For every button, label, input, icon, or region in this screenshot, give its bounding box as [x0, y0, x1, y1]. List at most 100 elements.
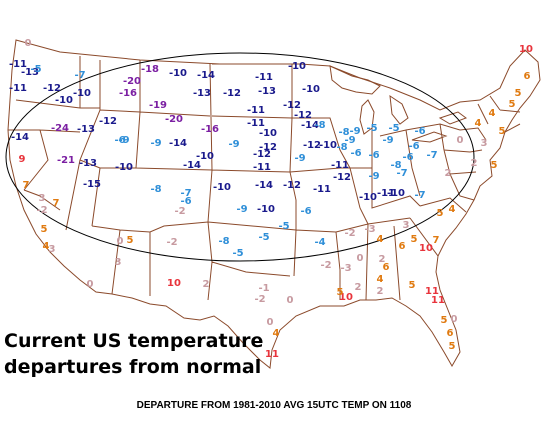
station-value: 5	[515, 88, 522, 99]
station-value: 5	[437, 208, 444, 219]
station-value: -11	[255, 72, 273, 83]
footer-caption: DEPARTURE FROM 1981-2010 AVG 15UTC TEMP …	[136, 400, 412, 411]
station-value: 11	[265, 349, 279, 360]
station-value: -6	[350, 148, 361, 159]
station-value: -9	[344, 135, 355, 146]
station-value: 5	[411, 234, 418, 245]
station-value: -9	[382, 135, 393, 146]
station-value: -9	[150, 138, 161, 149]
station-value: -20	[123, 76, 141, 87]
station-value: -10	[259, 128, 277, 139]
station-value: -12	[259, 142, 277, 153]
station-value: -5	[278, 221, 289, 232]
station-value: -7	[180, 188, 191, 199]
station-value: -6	[368, 150, 379, 161]
station-value: 2	[471, 158, 478, 169]
station-value: -8	[338, 127, 349, 138]
station-value: 6	[524, 71, 531, 82]
station-value: 4	[449, 204, 456, 215]
station-value: -10	[359, 192, 377, 203]
us-outline	[7, 39, 541, 369]
station-value: -14	[301, 120, 319, 131]
station-value: -11	[9, 83, 27, 94]
station-value: -2	[36, 205, 47, 216]
station-value: -13	[79, 158, 97, 169]
station-value: 2	[377, 286, 384, 297]
station-value: 4	[377, 274, 384, 285]
station-value: 0	[267, 317, 274, 328]
station-value: -14	[255, 180, 273, 191]
station-value: -7	[396, 168, 407, 179]
station-value: -5	[30, 64, 41, 75]
station-value: -11	[377, 188, 395, 199]
station-value: -9	[228, 139, 239, 150]
station-value: -11	[331, 160, 349, 171]
station-value: 4	[475, 118, 482, 129]
station-value: 10	[167, 278, 181, 289]
station-value: -7	[74, 70, 85, 81]
station-value: -6	[114, 135, 125, 146]
station-value: -3	[364, 224, 375, 235]
station-value: -5	[388, 123, 399, 134]
station-value: -6	[402, 152, 413, 163]
station-value: 5	[449, 341, 456, 352]
station-value: 6	[383, 262, 390, 273]
station-value: -2	[344, 228, 355, 239]
station-value: 7	[53, 198, 60, 209]
station-value: -14	[197, 70, 215, 81]
station-value: -10	[213, 182, 231, 193]
station-value: -14	[169, 138, 187, 149]
station-value: -2	[166, 237, 177, 248]
station-value: 5	[491, 160, 498, 171]
station-value: -11	[247, 118, 265, 129]
station-value: 0	[451, 314, 458, 325]
station-value: 2	[445, 168, 452, 179]
station-value: -10	[288, 61, 306, 72]
overlay-title: Current US temperature departures from n…	[4, 328, 264, 380]
station-value: -12	[283, 100, 301, 111]
station-value: -13	[21, 67, 39, 78]
station-value: -11	[253, 162, 271, 173]
station-value: 3	[39, 193, 46, 204]
station-value: -14	[11, 132, 29, 143]
great-lakes	[329, 65, 468, 143]
station-value: 5	[499, 126, 506, 137]
station-value: 4	[273, 328, 280, 339]
station-value: -11	[313, 184, 331, 195]
station-value: 3	[49, 244, 56, 255]
station-value: -6	[414, 126, 425, 137]
station-value: 5	[509, 99, 516, 110]
station-value: -10	[196, 151, 214, 162]
station-value: -8	[336, 142, 347, 153]
station-value: -9	[236, 204, 247, 215]
station-value: 10	[339, 292, 353, 303]
station-value: -21	[57, 155, 75, 166]
station-value: -14	[183, 160, 201, 171]
station-value: 5	[441, 315, 448, 326]
station-value: 5	[127, 235, 134, 246]
station-value: 7	[23, 180, 30, 191]
station-value: -12	[43, 83, 61, 94]
station-value: -9	[294, 153, 305, 164]
station-value: -16	[119, 88, 137, 99]
station-value: 2	[355, 282, 362, 293]
station-value: -10	[319, 140, 337, 151]
overlay-title-line-2: departures from normal	[4, 356, 262, 378]
station-value: -6	[408, 141, 419, 152]
station-value: -2	[320, 260, 331, 271]
station-value: 0	[287, 295, 294, 306]
station-value: -20	[165, 114, 183, 125]
station-value: -9	[368, 171, 379, 182]
station-value: 6	[399, 241, 406, 252]
station-value: 0	[25, 38, 32, 49]
station-value: -13	[77, 124, 95, 135]
station-value: 9	[19, 154, 26, 165]
station-value: 2	[203, 279, 210, 290]
station-value: -2	[174, 206, 185, 217]
station-value: -8	[390, 160, 401, 171]
state-boundaries	[7, 39, 541, 369]
station-value: 0	[357, 253, 364, 264]
station-value: 6	[447, 328, 454, 339]
station-value: -5	[258, 232, 269, 243]
station-value: 3	[403, 220, 410, 231]
